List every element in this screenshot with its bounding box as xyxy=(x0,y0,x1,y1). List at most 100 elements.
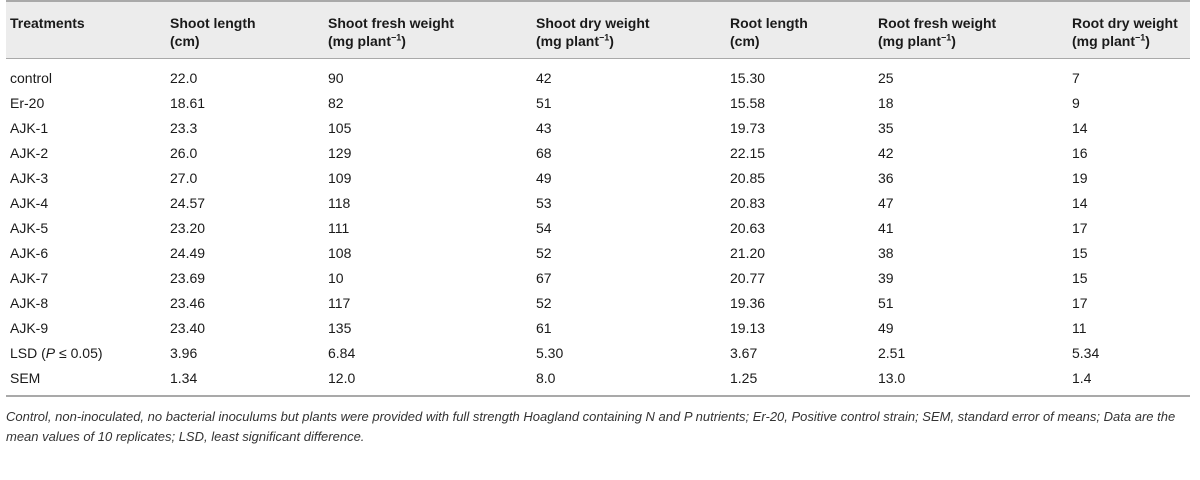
table-cell: 18.61 xyxy=(170,95,206,111)
table-cell: 10 xyxy=(328,270,344,286)
table-cell: 23.20 xyxy=(170,220,206,236)
unit-exponent: −1 xyxy=(1135,32,1146,43)
column-header-title: Root dry weight xyxy=(1072,15,1178,31)
row-label: AJK-5 xyxy=(10,220,49,236)
table-cell: 49 xyxy=(878,320,894,336)
table-cell: 17 xyxy=(1072,220,1088,236)
column-header-unit: (mg plant xyxy=(536,33,599,49)
table-cell: 39 xyxy=(878,270,894,286)
table-cell: 1.4 xyxy=(1068,367,1190,397)
table-cell: 8.0 xyxy=(532,367,726,397)
table-cell: 20.77 xyxy=(730,270,766,286)
table-cell: 27.0 xyxy=(170,170,198,186)
unit-close-paren: ) xyxy=(951,33,956,49)
table-cell: 36 xyxy=(878,170,894,186)
table-cell: 109 xyxy=(328,170,352,186)
table-cell: 19.36 xyxy=(730,295,766,311)
table-cell: 5.34 xyxy=(1072,345,1100,361)
table-cell: 52 xyxy=(536,245,552,261)
row-label: LSD (P ≤ 0.05) xyxy=(6,342,166,367)
table-cell: 108 xyxy=(328,245,352,261)
table-row: AJK-4 24.57 118 53 20.83 47 14 xyxy=(6,192,1190,217)
table-cell: 1.25 xyxy=(726,367,874,397)
table-cell: 13.0 xyxy=(874,367,1068,397)
table-cell: 15 xyxy=(1072,270,1088,286)
table-cell: 54 xyxy=(536,220,552,236)
table-cell: 61 xyxy=(536,320,552,336)
table-cell: 43 xyxy=(536,120,552,136)
table-cell: 16 xyxy=(1072,145,1088,161)
row-label: AJK-3 xyxy=(10,170,49,186)
column-header-title: Treatments xyxy=(10,15,85,31)
table-cell: 23.3 xyxy=(170,120,198,136)
table-row: control 22.0 90 42 15.30 25 7 xyxy=(6,58,1190,92)
table-row: AJK-6 24.49 108 52 21.20 38 15 xyxy=(6,242,1190,267)
table-cell: 52 xyxy=(536,295,552,311)
table-cell: 17 xyxy=(1072,295,1088,311)
table-body: control 22.0 90 42 15.30 25 7 Er-20 18.61 82 51 15.… xyxy=(6,58,1190,397)
table-row: Er-20 18.61 82 51 15.58 18 9 xyxy=(6,92,1190,117)
table-cell: 53 xyxy=(536,195,552,211)
column-header-6: Root dry weight (mg plant−1) xyxy=(1068,1,1190,59)
column-header-title: Shoot dry weight xyxy=(536,15,650,31)
table-row: AJK-2 26.0 129 68 22.15 42 16 xyxy=(6,142,1190,167)
column-header-0: Treatments xyxy=(6,1,166,59)
table-cell: 15.30 xyxy=(726,58,874,92)
column-header-5: Root fresh weight (mg plant−1) xyxy=(874,1,1068,59)
unit-close-paren: ) xyxy=(609,33,614,49)
row-label: Er-20 xyxy=(10,95,45,111)
column-header-2: Shoot fresh weight (mg plant−1) xyxy=(324,1,532,59)
table-row: AJK-8 23.46 117 52 19.36 51 17 xyxy=(6,292,1190,317)
table-row: SEM 1.34 12.0 8.0 1.25 13.0 1.4 xyxy=(6,367,1190,397)
table-cell: 22.15 xyxy=(730,145,766,161)
table-cell: 18 xyxy=(878,95,894,111)
table-cell: 41 xyxy=(878,220,894,236)
table-row: AJK-1 23.3 105 43 19.73 35 14 xyxy=(6,117,1190,142)
lsd-prefix: LSD ( xyxy=(10,345,46,361)
table-cell: 20.63 xyxy=(730,220,766,236)
row-label: AJK-6 xyxy=(10,245,49,261)
lsd-suffix: ≤ 0.05) xyxy=(55,345,103,361)
data-table: Treatments Shoot length (cm) Shoot fresh we… xyxy=(6,0,1190,397)
lsd-p-symbol: P xyxy=(45,345,56,361)
table-cell: 42 xyxy=(532,58,726,92)
table-footnote: Control, non-inoculated, no bacterial in… xyxy=(6,409,1176,444)
table-cell: 68 xyxy=(536,145,552,161)
table-cell: 42 xyxy=(878,145,894,161)
table-cell: 24.49 xyxy=(170,245,206,261)
unit-close-paren: ) xyxy=(401,33,406,49)
column-header-title: Root length xyxy=(730,15,808,31)
table-cell: 3.96 xyxy=(170,345,198,361)
table-cell: 11 xyxy=(1072,320,1087,336)
table-cell: 23.40 xyxy=(170,320,206,336)
table-cell: 23.46 xyxy=(170,295,206,311)
table-row: AJK-5 23.20 111 54 20.63 41 17 xyxy=(6,217,1190,242)
table-cell: 14 xyxy=(1072,120,1088,136)
column-header-title: Shoot fresh weight xyxy=(328,15,454,31)
unit-exponent: −1 xyxy=(941,32,952,43)
table-cell: 3.67 xyxy=(730,345,758,361)
table-row: AJK-9 23.40 135 61 19.13 49 11 xyxy=(6,317,1190,342)
table-cell: 49 xyxy=(536,170,552,186)
table-cell: 19.73 xyxy=(730,120,766,136)
row-label: AJK-1 xyxy=(10,120,49,136)
column-header-unit: (cm) xyxy=(730,33,760,49)
table-cell: 2.51 xyxy=(878,345,906,361)
table-cell: 24.57 xyxy=(170,195,206,211)
table-cell: 15 xyxy=(1072,245,1088,261)
table-cell: 19 xyxy=(1072,170,1088,186)
row-label: AJK-8 xyxy=(10,295,49,311)
table-cell: 21.20 xyxy=(730,245,766,261)
header-row: Treatments Shoot length (cm) Shoot fresh we… xyxy=(6,1,1190,59)
table-row: AJK-3 27.0 109 49 20.85 36 19 xyxy=(6,167,1190,192)
column-header-unit: (mg plant xyxy=(328,33,391,49)
table-cell: 51 xyxy=(878,295,894,311)
row-label: AJK-4 xyxy=(10,195,49,211)
unit-exponent: −1 xyxy=(599,32,610,43)
table-cell: 25 xyxy=(874,58,1068,92)
table-cell: 22.0 xyxy=(166,58,324,92)
table-cell: 1.34 xyxy=(166,367,324,397)
table-cell: 105 xyxy=(328,120,352,136)
table-cell: 23.69 xyxy=(170,270,206,286)
